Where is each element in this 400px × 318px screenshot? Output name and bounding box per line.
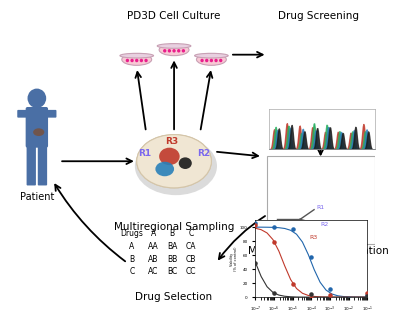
Text: BA: BA <box>167 242 177 251</box>
Text: CA: CA <box>186 242 196 251</box>
Ellipse shape <box>137 135 211 188</box>
Text: R2: R2 <box>321 222 329 227</box>
Circle shape <box>28 89 46 108</box>
Text: Drug Selection: Drug Selection <box>136 292 213 302</box>
Circle shape <box>168 49 171 52</box>
Circle shape <box>219 59 222 62</box>
Text: C: C <box>188 229 194 238</box>
FancyBboxPatch shape <box>45 110 56 118</box>
FancyBboxPatch shape <box>26 107 48 148</box>
Text: R1: R1 <box>138 149 151 158</box>
Circle shape <box>163 49 166 52</box>
Ellipse shape <box>33 128 44 136</box>
Ellipse shape <box>155 162 174 176</box>
Circle shape <box>144 59 148 62</box>
Ellipse shape <box>135 137 217 195</box>
Ellipse shape <box>137 135 211 188</box>
Text: BC: BC <box>167 267 177 276</box>
Text: Drug Screening: Drug Screening <box>278 11 359 21</box>
FancyBboxPatch shape <box>26 145 36 185</box>
Bar <box>267 156 375 244</box>
Text: B: B <box>170 229 175 238</box>
Text: B: B <box>130 255 135 264</box>
FancyBboxPatch shape <box>38 145 47 185</box>
Text: A: A <box>151 229 156 238</box>
Circle shape <box>205 59 208 62</box>
Ellipse shape <box>120 53 154 58</box>
Ellipse shape <box>196 54 226 65</box>
Circle shape <box>200 59 204 62</box>
Text: R1: R1 <box>316 205 324 210</box>
Circle shape <box>130 59 134 62</box>
Text: CC: CC <box>186 267 196 276</box>
Circle shape <box>214 59 218 62</box>
Circle shape <box>135 59 138 62</box>
Text: AB: AB <box>148 255 159 264</box>
Ellipse shape <box>159 44 189 56</box>
Circle shape <box>182 49 185 52</box>
Text: R3: R3 <box>310 235 318 240</box>
FancyBboxPatch shape <box>17 110 28 118</box>
Circle shape <box>126 59 129 62</box>
Text: CB: CB <box>186 255 196 264</box>
Text: Drugs: Drugs <box>121 229 144 238</box>
Text: A: A <box>130 242 135 251</box>
Circle shape <box>140 59 143 62</box>
Text: AC: AC <box>148 267 159 276</box>
Text: Molecular Characterization: Molecular Characterization <box>248 246 389 256</box>
Text: R2: R2 <box>197 149 210 158</box>
Ellipse shape <box>194 53 228 58</box>
Ellipse shape <box>159 148 180 165</box>
Circle shape <box>177 49 180 52</box>
Text: R3: R3 <box>165 137 178 146</box>
Text: C: C <box>130 267 135 276</box>
Ellipse shape <box>122 54 152 65</box>
Ellipse shape <box>179 157 192 169</box>
Text: BB: BB <box>167 255 177 264</box>
Text: PD3D Cell Culture: PD3D Cell Culture <box>127 11 221 21</box>
Ellipse shape <box>157 44 191 48</box>
Text: Patient: Patient <box>20 192 54 202</box>
Text: Multiregional Sampling: Multiregional Sampling <box>114 222 234 232</box>
Circle shape <box>172 49 176 52</box>
Circle shape <box>210 59 213 62</box>
Text: AA: AA <box>148 242 159 251</box>
